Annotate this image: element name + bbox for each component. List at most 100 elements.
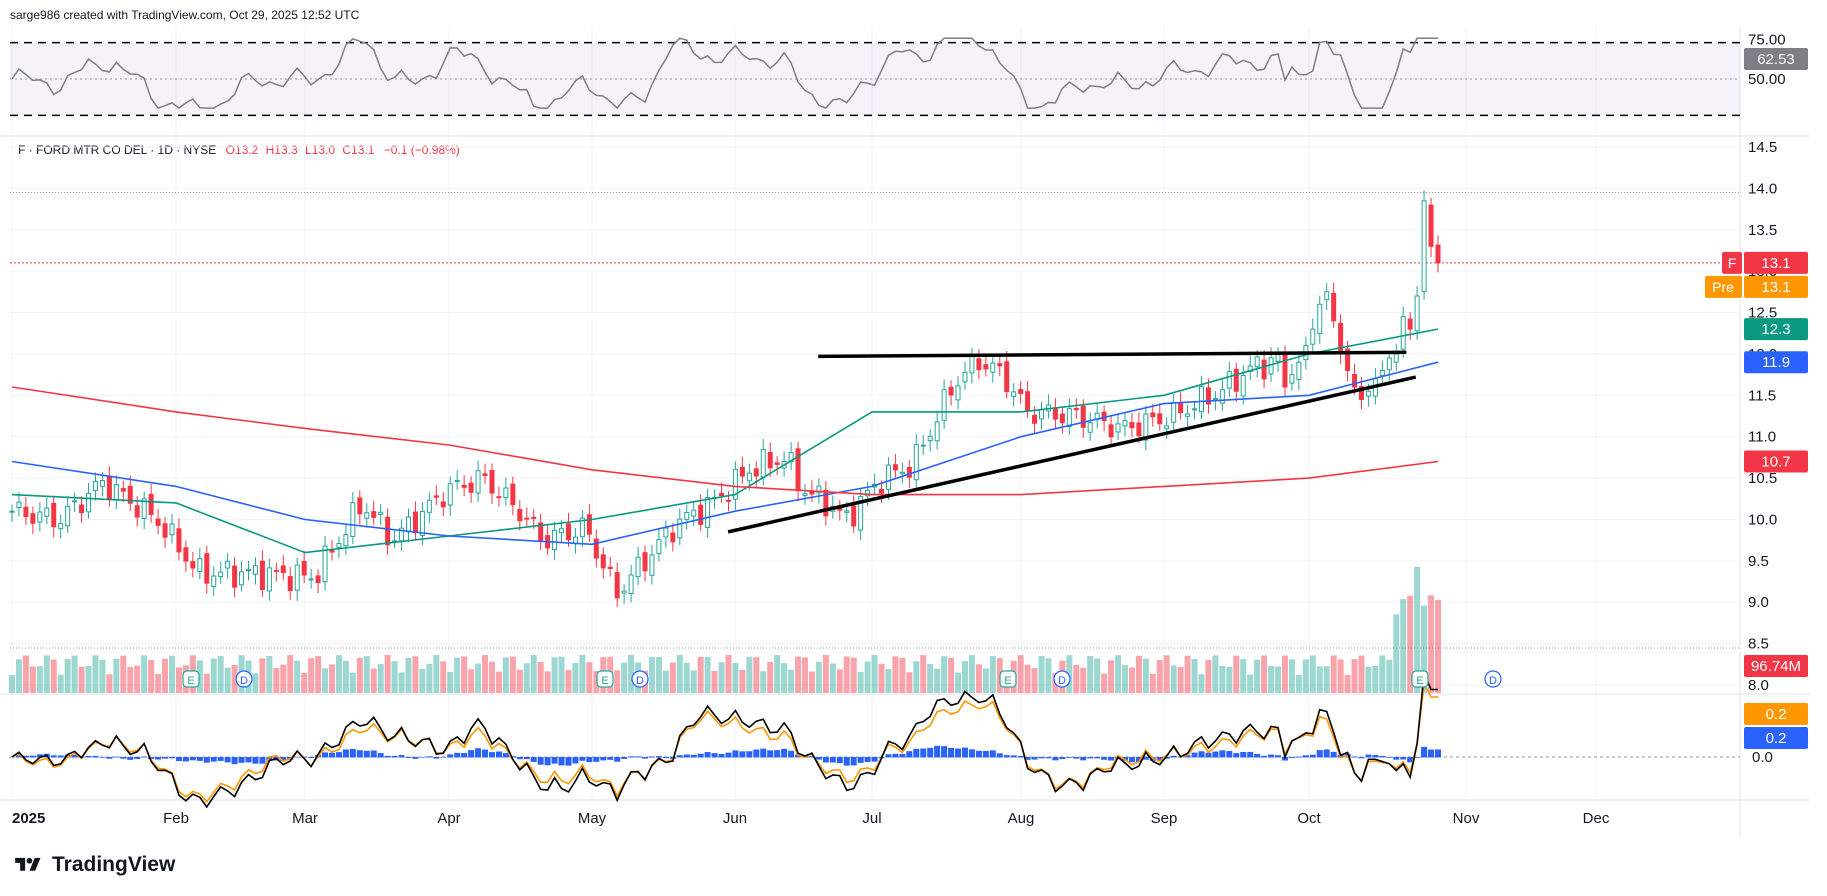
volume-bar: [1261, 655, 1268, 693]
macd-histogram-bar: [753, 749, 760, 758]
macd-histogram-bar: [203, 757, 210, 763]
volume-bar: [29, 666, 36, 693]
time-axis-label: Feb: [163, 810, 189, 827]
candle-body: [816, 485, 822, 494]
volume-bar: [1288, 659, 1295, 693]
price-axis-label: 14.0: [1748, 180, 1777, 197]
macd-histogram-bar: [342, 749, 349, 758]
price-axis-label: 10.0: [1748, 511, 1777, 528]
candle-body: [538, 522, 544, 541]
rsi-line: [11, 37, 1438, 110]
volume-bar: [301, 672, 308, 693]
candle-body: [1087, 422, 1093, 433]
macd-histogram-bar: [1184, 755, 1191, 758]
macd-histogram-bar: [391, 755, 398, 758]
macd-histogram-bar: [280, 757, 287, 761]
volume-bar: [544, 671, 551, 693]
volume-bar: [363, 656, 370, 693]
volume-bar: [349, 672, 356, 693]
volume-bar: [43, 655, 50, 693]
volume-bar: [1087, 655, 1094, 693]
macd-histogram-bar: [523, 757, 530, 760]
candle-body: [552, 529, 558, 551]
volume-bar: [475, 663, 482, 693]
volume-bar: [565, 669, 572, 693]
dividend-marker: [1484, 670, 1502, 688]
volume-bar: [440, 661, 447, 693]
tradingview-logo[interactable]: TradingView: [10, 853, 175, 877]
macd-line: [11, 670, 1438, 809]
macd-histogram-bar: [1288, 757, 1295, 758]
candle-body: [607, 566, 613, 569]
volume-bar: [1073, 664, 1080, 693]
volume-bar: [878, 663, 885, 693]
candle-body: [239, 571, 245, 586]
macd-histogram-bar: [1400, 757, 1407, 760]
candle-body: [308, 578, 314, 581]
candle-body: [301, 560, 307, 576]
volume-bar: [1386, 659, 1393, 693]
candle-body: [823, 489, 829, 517]
macd-histogram-bar: [85, 755, 92, 758]
volume-bar: [210, 658, 217, 693]
volume-bar: [1316, 666, 1323, 693]
macd-histogram-bar: [948, 747, 955, 758]
candle-body: [774, 462, 780, 465]
macd-histogram-bar: [377, 753, 384, 758]
volume-bar: [683, 662, 690, 693]
macd-histogram-bar: [975, 750, 982, 758]
volume-bar: [516, 669, 523, 693]
macd-histogram-bar: [1108, 757, 1115, 761]
candle-body: [92, 480, 98, 491]
candle-body: [899, 471, 905, 475]
candle-body: [844, 510, 850, 513]
macd-histogram-bar: [245, 757, 252, 763]
candle-body: [635, 556, 641, 578]
volume-bar: [836, 669, 843, 693]
candle-body: [426, 499, 432, 514]
macd-histogram-bar: [412, 757, 419, 759]
earnings-marker-label: E: [601, 675, 608, 687]
candle-body: [1157, 413, 1163, 425]
volume-bar: [968, 655, 975, 693]
candle-body: [865, 489, 871, 497]
volume-bar: [106, 674, 113, 693]
candle-body: [1275, 354, 1281, 362]
candle-body: [1261, 359, 1267, 380]
volume-bar: [788, 669, 795, 693]
volume-bar: [621, 662, 628, 693]
candle-body: [1032, 414, 1038, 424]
volume-bar: [1115, 655, 1122, 693]
ema-badge-box: [1744, 318, 1808, 341]
macd-histogram-bar: [1128, 757, 1135, 763]
candle-body: [1073, 407, 1079, 411]
time-axis-label: Mar: [292, 810, 318, 827]
earnings-marker: [182, 670, 200, 688]
volume-bar: [523, 663, 530, 693]
candle-body: [9, 510, 15, 513]
candle-body: [350, 502, 356, 537]
volume-bar: [1407, 595, 1414, 693]
macd-histogram-bar: [509, 756, 516, 758]
candlesticks: [9, 190, 1441, 607]
moving-averages: [11, 328, 1439, 554]
candle-body: [1345, 348, 1351, 371]
macd-histogram-bar: [732, 750, 739, 758]
candle-body: [705, 497, 711, 528]
macd-histogram-bar: [175, 757, 182, 762]
macd-histogram-bar: [308, 757, 315, 759]
macd-histogram-bar: [1330, 751, 1337, 758]
macd-histogram-bar: [1295, 756, 1302, 758]
candle-body: [232, 565, 238, 588]
macd-histogram-bar: [15, 755, 22, 758]
dividend-marker: [235, 670, 253, 688]
macd-histogram-bar: [711, 753, 718, 758]
dividend-marker-label: D: [1058, 675, 1066, 687]
volume-bar: [822, 655, 829, 693]
macd-histogram-bar: [662, 757, 669, 759]
volume-bar: [1121, 665, 1128, 693]
macd-histogram-bar: [1393, 757, 1400, 760]
volume-bar: [64, 659, 71, 693]
candle-body: [86, 493, 92, 513]
